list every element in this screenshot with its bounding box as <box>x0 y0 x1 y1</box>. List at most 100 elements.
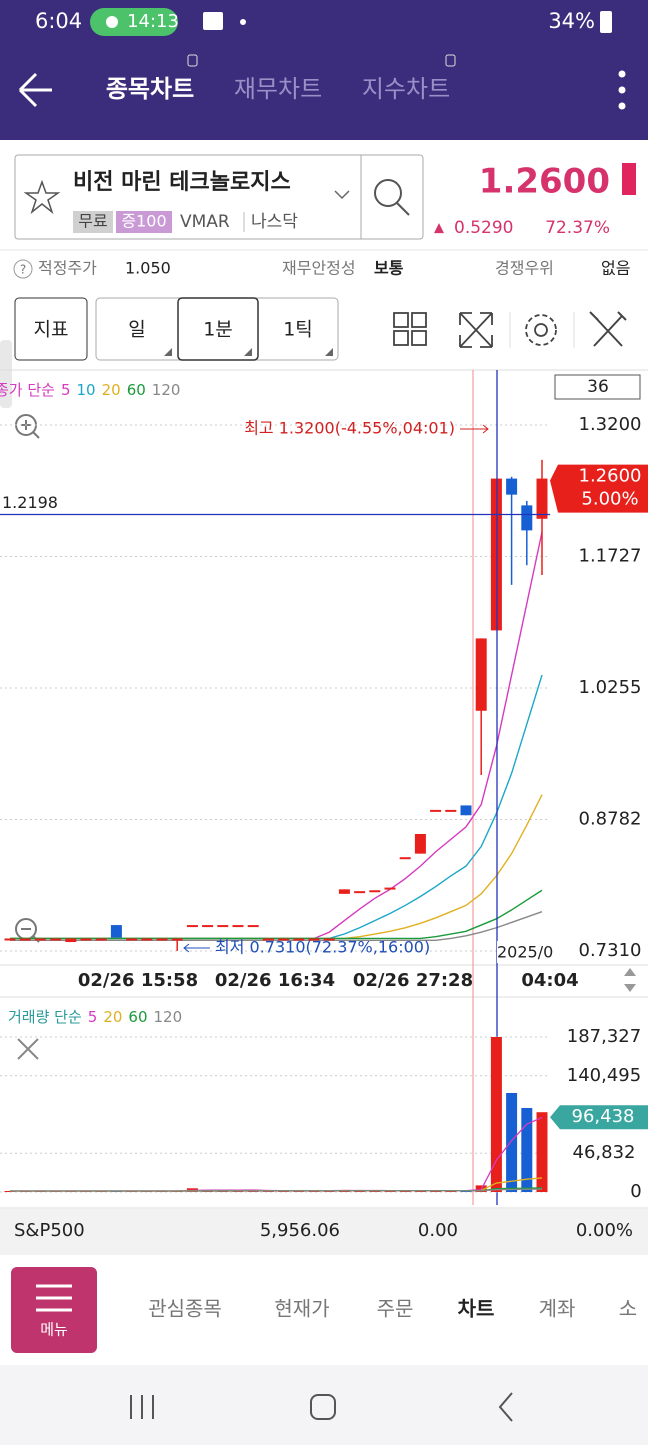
legend-title: 종가 단순 <box>0 381 55 399</box>
layout-icon[interactable] <box>393 312 427 346</box>
expand-icon[interactable] <box>459 312 493 348</box>
ticker: VMAR <box>180 212 230 232</box>
candle-body <box>186 925 198 928</box>
legend: 거래량 단순 5 20 60 120 <box>8 1008 182 1026</box>
gallery-icon <box>203 12 223 30</box>
candle-body <box>217 925 229 928</box>
favorite-star[interactable] <box>23 179 61 215</box>
candle-body <box>445 809 457 812</box>
moat-label: 경쟁우위 <box>495 259 554 278</box>
nav-item[interactable]: 현재가 <box>274 1297 329 1321</box>
call-pill[interactable] <box>90 8 178 36</box>
candle-body <box>536 478 548 519</box>
y-tick-label: 0 <box>630 1181 641 1202</box>
candle-body <box>50 938 62 941</box>
period-tick[interactable]: 1틱 <box>283 319 313 341</box>
corner-marks <box>164 348 333 356</box>
candle-body <box>399 857 411 860</box>
candle-body <box>4 938 16 941</box>
volume-bar <box>490 1037 502 1192</box>
candle-body <box>430 809 442 812</box>
volume-ma <box>10 1188 543 1192</box>
battery-icon <box>600 11 612 33</box>
phone-icon <box>106 16 118 28</box>
y-tick-label: 1.3200 <box>579 414 642 435</box>
y-tick-label: 0.8782 <box>579 809 642 830</box>
legend-entry: 10 <box>77 381 96 399</box>
price-bar <box>622 163 636 195</box>
legend-entry: 5 <box>88 1008 98 1026</box>
search-button[interactable] <box>374 179 410 216</box>
help-icon[interactable] <box>13 259 33 279</box>
y-tick-label: 187,327 <box>567 1026 641 1047</box>
volume-tag <box>550 1105 648 1130</box>
dot <box>240 19 246 25</box>
tag: 증100 <box>121 212 166 231</box>
nav-item[interactable]: 관심종목 <box>148 1297 222 1321</box>
zoom-in[interactable] <box>15 414 40 439</box>
candle-body <box>65 938 77 943</box>
indicator-button[interactable] <box>14 297 88 361</box>
candle-body <box>369 890 381 893</box>
dropdown[interactable] <box>334 190 350 200</box>
back-button[interactable] <box>18 72 52 108</box>
ma-line <box>10 889 543 940</box>
high-note: 최고 1.3200(-4.55%,04:01) <box>244 419 455 438</box>
nav-item[interactable]: 주문 <box>377 1297 414 1321</box>
period-selected[interactable] <box>177 297 259 361</box>
candle-body <box>171 938 183 941</box>
settings-icon[interactable] <box>525 314 557 346</box>
candle-body <box>384 887 396 890</box>
candle-body <box>95 938 107 941</box>
candle-body <box>156 938 168 941</box>
close-volume[interactable] <box>17 1038 39 1060</box>
legend-entry: 120 <box>154 1008 183 1026</box>
x-tick-label: 02/26 16:34 <box>215 970 335 991</box>
candle-body <box>338 889 350 894</box>
side-handle[interactable] <box>0 340 12 408</box>
tab-active[interactable]: 종목차트 <box>106 75 194 103</box>
tab-icon <box>445 54 456 67</box>
nav-item-active[interactable]: 차트 <box>458 1297 495 1321</box>
candle-body <box>247 925 259 928</box>
candle-body <box>19 938 31 941</box>
more-menu[interactable] <box>618 70 626 110</box>
legend: 종가 단순 5 10 20 60 120 <box>0 381 180 399</box>
nav-item[interactable]: 계좌 <box>539 1297 576 1321</box>
menu-label: 메뉴 <box>40 1321 68 1339</box>
tab[interactable]: 재무차트 <box>234 75 322 103</box>
y-tick-label: 0.7310 <box>579 940 642 961</box>
system-nav <box>0 1365 648 1445</box>
index-bar <box>0 1209 648 1255</box>
legend-entry: 5 <box>61 381 71 399</box>
ma-line <box>10 911 543 941</box>
period-minute[interactable]: 1분 <box>203 319 233 341</box>
tag: 무료 <box>78 212 107 231</box>
candle-body <box>80 938 92 941</box>
system-buttons[interactable] <box>130 1392 513 1422</box>
candle-body <box>278 938 290 941</box>
candle-body <box>262 938 274 941</box>
candle-body <box>141 938 153 941</box>
index-change: 0.00 <box>418 1220 458 1241</box>
tab[interactable]: 지수차트 <box>362 75 450 103</box>
index-name: S&P500 <box>14 1220 85 1241</box>
legend-entry: 60 <box>128 1008 147 1026</box>
fair-label: 적정주가 <box>38 259 97 278</box>
crosshair-date: 2025/0 <box>497 943 553 962</box>
call-time: 14:13 <box>127 11 179 32</box>
legend-entry: 60 <box>127 381 146 399</box>
nav-item[interactable]: 소 <box>619 1297 637 1321</box>
low-note: 최저 0.7310(72.37%,16:00) <box>215 938 430 957</box>
period-day[interactable]: 일 <box>128 319 145 341</box>
count-box <box>554 374 641 400</box>
candle-body <box>475 638 487 711</box>
tag-bg <box>73 211 113 233</box>
volume-ma <box>10 1177 543 1192</box>
scroll-arrows[interactable] <box>624 968 636 992</box>
tools-icon[interactable] <box>589 311 627 347</box>
y-tick-label: 1.1727 <box>579 546 642 567</box>
change-pct: 72.37% <box>545 218 610 238</box>
candle-body <box>354 891 366 894</box>
